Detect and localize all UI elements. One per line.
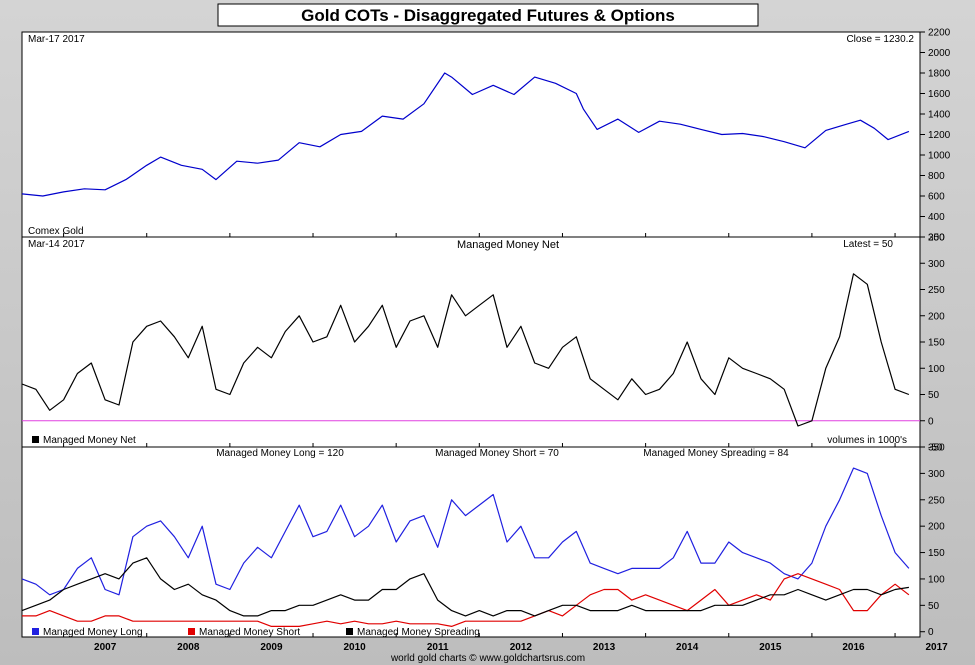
y-tick-label: 1400 bbox=[928, 110, 951, 121]
net-panel-title: Managed Money Net bbox=[457, 239, 559, 251]
y-tick-label: 600 bbox=[928, 192, 945, 203]
chart-title: Gold COTs - Disaggregated Futures & Opti… bbox=[301, 6, 675, 25]
y-tick-label: 200 bbox=[928, 311, 945, 322]
short-readout: Managed Money Short = 70 bbox=[435, 448, 559, 459]
managed-money-long-line bbox=[21, 467, 910, 596]
net-legend-swatch bbox=[32, 436, 39, 443]
y-tick-label: 400 bbox=[928, 212, 945, 223]
managed-money-net-line bbox=[21, 273, 910, 427]
y-tick-label: 2200 bbox=[928, 28, 951, 39]
long-legend-swatch bbox=[32, 628, 39, 635]
y-tick-label: 200 bbox=[928, 522, 945, 533]
price-date-label: Mar-17 2017 bbox=[28, 34, 85, 45]
year-label: 2013 bbox=[593, 642, 616, 653]
components-panel bbox=[21, 446, 921, 638]
y-tick-label: 2000 bbox=[928, 48, 951, 59]
title-box bbox=[217, 3, 759, 27]
y-tick-label: 800 bbox=[928, 171, 945, 182]
y-tick-label: 1000 bbox=[928, 151, 951, 162]
y-tick-label: 250 bbox=[928, 285, 945, 296]
price-panel bbox=[21, 31, 921, 238]
y-tick-label: 250 bbox=[928, 495, 945, 506]
spreading-readout: Managed Money Spreading = 84 bbox=[643, 448, 789, 459]
gold-price-line bbox=[21, 72, 910, 197]
year-label: 2016 bbox=[842, 642, 865, 653]
year-label: 2009 bbox=[260, 642, 283, 653]
year-label: 2008 bbox=[177, 642, 200, 653]
managed-money-spreading-line bbox=[21, 557, 909, 617]
y-tick-label: 300 bbox=[928, 259, 945, 270]
y-tick-label: 300 bbox=[928, 469, 945, 480]
y-tick-label: 150 bbox=[928, 338, 945, 349]
y-tick-label: 0 bbox=[928, 416, 934, 427]
y-tick-label: 50 bbox=[928, 601, 940, 612]
year-label: 2017 bbox=[926, 642, 949, 653]
net-latest-readout: Latest = 50 bbox=[843, 239, 893, 250]
year-label: 2007 bbox=[94, 642, 117, 653]
y-tick-label: 50 bbox=[928, 390, 940, 401]
year-label: 2014 bbox=[676, 642, 699, 653]
short-legend-swatch bbox=[188, 628, 195, 635]
short-legend-label: Managed Money Short bbox=[199, 627, 300, 638]
y-tick-label: 1200 bbox=[928, 130, 951, 141]
long-legend-label: Managed Money Long bbox=[43, 627, 143, 638]
axis-ticks-layer: 2004006008001000120014001600180020002200… bbox=[63, 28, 951, 653]
comex-gold-label: Comex Gold bbox=[28, 226, 84, 237]
net-date-label: Mar-14 2017 bbox=[28, 239, 85, 250]
long-readout: Managed Money Long = 120 bbox=[216, 448, 344, 459]
y-tick-label: 1600 bbox=[928, 89, 951, 100]
net-legend-label: Managed Money Net bbox=[43, 435, 136, 446]
y-tick-label: 100 bbox=[928, 574, 945, 585]
price-close-readout: Close = 1230.2 bbox=[846, 34, 914, 45]
y-tick-label: 0 bbox=[928, 627, 934, 638]
y-tick-label: 150 bbox=[928, 548, 945, 559]
spreading-legend-swatch bbox=[346, 628, 353, 635]
y-tick-label: 1800 bbox=[928, 69, 951, 80]
footer-credit: world gold charts © www.goldchartsrus.co… bbox=[390, 653, 585, 664]
y-tick-label: 100 bbox=[928, 364, 945, 375]
year-label: 2012 bbox=[510, 642, 533, 653]
managed-money-short-line bbox=[22, 573, 910, 628]
series-layer bbox=[21, 72, 920, 628]
y-tick-label: 350 bbox=[928, 443, 945, 454]
volumes-note: volumes in 1000's bbox=[827, 435, 907, 446]
year-label: 2010 bbox=[343, 642, 366, 653]
y-tick-label: 200 bbox=[928, 233, 945, 244]
y-tick-label: -50 bbox=[928, 443, 943, 454]
y-tick-label: 350 bbox=[928, 233, 945, 244]
spreading-legend-label: Managed Money Spreading bbox=[357, 627, 480, 638]
net-panel bbox=[21, 236, 921, 448]
year-label: 2011 bbox=[427, 642, 449, 653]
year-label: 2015 bbox=[759, 642, 782, 653]
